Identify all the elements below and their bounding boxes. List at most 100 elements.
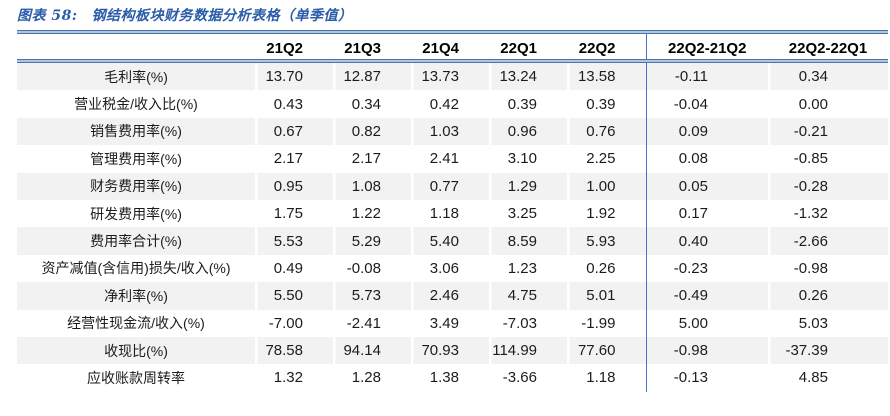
cell-value: 12.87 [333, 63, 411, 91]
header-row: 21Q2 21Q3 21Q4 22Q1 22Q2 22Q2-21Q2 22Q2-… [17, 34, 888, 63]
cell-value: -2.66 [768, 227, 888, 255]
cell-value: 3.10 [489, 145, 567, 172]
cell-value: 5.01 [567, 282, 646, 310]
cell-value: 13.58 [567, 63, 646, 91]
cell-value: 4.75 [489, 282, 567, 310]
column-header-21q4: 21Q4 [422, 40, 459, 57]
row-label: 净利率(%) [17, 282, 255, 310]
cell-value: 4.85 [768, 364, 888, 391]
cell-value: 0.40 [645, 227, 768, 255]
cell-value: 1.00 [567, 172, 646, 200]
column-header-21q2: 21Q2 [266, 40, 303, 57]
row-label: 收现比(%) [17, 336, 255, 365]
cell-value: -0.98 [768, 255, 888, 282]
cell-value: -0.85 [768, 145, 888, 172]
cell-value: 0.67 [255, 117, 333, 146]
cell-value: 0.34 [333, 90, 411, 117]
cell-value: -0.28 [768, 172, 888, 200]
cell-value: -0.08 [333, 255, 411, 282]
cell-value: 0.77 [411, 172, 489, 200]
cell-value: 0.95 [255, 172, 333, 200]
cell-value: 3.49 [411, 310, 489, 337]
cell-value: 70.93 [411, 336, 489, 365]
cell-value: -3.66 [489, 364, 567, 391]
cell-value: -0.21 [768, 117, 888, 146]
cell-value: -0.11 [645, 63, 768, 91]
header-bottom-rule [17, 59, 888, 63]
row-label: 财务费用率(%) [17, 172, 255, 200]
cell-value: 3.06 [411, 255, 489, 282]
cell-value: 0.34 [768, 63, 888, 91]
cell-value: 1.38 [411, 364, 489, 391]
cell-value: 8.59 [489, 227, 567, 255]
cell-value: -0.23 [645, 254, 768, 283]
cell-value: 2.46 [411, 282, 489, 310]
table-row: 经营性现金流/收入(%) -7.00 -2.41 3.49 -7.03 -1.99 5.00… [17, 309, 888, 337]
table-row: 收现比(%) 78.58 94.14 70.93 114.99 77.60 -0.98 -37… [17, 336, 888, 365]
cell-value: 5.00 [645, 309, 768, 337]
table-row: 应收账款周转率 1.32 1.28 1.38 -3.66 1.18 -0.13 4.85 [17, 364, 888, 392]
cell-value: 0.39 [567, 90, 646, 117]
cell-value: 5.03 [768, 310, 888, 337]
cell-value: 78.58 [255, 336, 333, 365]
figure-title-text: 钢结构板块财务数据分析表格（单季值） [91, 8, 353, 24]
cell-value: 1.08 [333, 172, 411, 200]
cell-value: 13.73 [411, 63, 489, 91]
row-label: 经营性现金流/收入(%) [67, 315, 205, 332]
cell-value: 5.40 [411, 227, 489, 255]
table-row: 毛利率(%) 13.70 12.87 13.73 13.24 13.58 -0.11 0.34 [17, 63, 888, 91]
cell-value: 1.28 [333, 364, 411, 391]
cell-value: 0.09 [645, 117, 768, 146]
table-top-rule [17, 30, 888, 34]
cell-value: 3.25 [489, 200, 567, 227]
cell-value: 2.17 [333, 145, 411, 172]
row-label: 资产减值(含信用)损失/收入(%) [41, 260, 231, 277]
cell-value: 1.29 [489, 172, 567, 200]
cell-value: -2.41 [333, 310, 411, 337]
cell-value: -0.13 [645, 364, 768, 392]
row-label: 研发费用率(%) [90, 205, 182, 222]
table-row: 净利率(%) 5.50 5.73 2.46 4.75 5.01 -0.49 0.26 [17, 282, 888, 310]
row-label: 费用率合计(%) [17, 227, 255, 255]
cell-value: 0.17 [645, 199, 768, 228]
cell-value: 1.22 [333, 200, 411, 227]
cell-value: 1.32 [255, 364, 333, 391]
cell-value: 13.24 [489, 63, 567, 91]
figure-number: 图表 58: [17, 8, 78, 24]
cell-value: 0.39 [489, 90, 567, 117]
cell-value: 0.26 [768, 282, 888, 310]
column-header-22q1: 22Q1 [500, 40, 537, 57]
table-row: 资产减值(含信用)损失/收入(%) 0.49 -0.08 3.06 1.23 0.26 -0… [17, 254, 888, 283]
cell-value: 1.18 [567, 364, 646, 391]
table-header: 21Q2 21Q3 21Q4 22Q1 22Q2 22Q2-21Q2 22Q2-… [17, 34, 888, 63]
figure-title: 图表 58: 钢结构板块财务数据分析表格（单季值） [17, 5, 353, 25]
table-row: 销售费用率(%) 0.67 0.82 1.03 0.96 0.76 0.09 -0.21 [17, 117, 888, 146]
cell-value: 1.18 [411, 200, 489, 227]
cell-value: 0.05 [645, 172, 768, 200]
row-label: 毛利率(%) [17, 63, 255, 91]
cell-value: 2.17 [255, 145, 333, 172]
cell-value: 0.76 [567, 117, 646, 146]
cell-value: -0.04 [645, 90, 768, 118]
row-label: 管理费用率(%) [90, 150, 182, 167]
column-header-22q2-minus-22q1: 22Q2-22Q1 [788, 40, 868, 57]
cell-value: 94.14 [333, 336, 411, 365]
financial-data-table: 21Q2 21Q3 21Q4 22Q1 22Q2 22Q2-21Q2 22Q2-… [17, 34, 888, 392]
cell-value: 1.03 [411, 117, 489, 146]
cell-value: 0.82 [333, 117, 411, 146]
row-label: 营业税金/收入比(%) [74, 96, 198, 113]
cell-value: 0.08 [645, 145, 768, 173]
table-row: 管理费用率(%) 2.17 2.17 2.41 3.10 2.25 0.08 -0.85 [17, 145, 888, 173]
cell-value: 0.43 [255, 90, 333, 117]
table-body: 毛利率(%) 13.70 12.87 13.73 13.24 13.58 -0.11 0.34… [17, 63, 888, 392]
cell-value: 5.53 [255, 227, 333, 255]
table-row: 营业税金/收入比(%) 0.43 0.34 0.42 0.39 0.39 -0.04 0.00 [17, 90, 888, 118]
cell-value: 1.23 [489, 255, 567, 282]
column-header-21q3: 21Q3 [344, 40, 381, 57]
cell-value: 0.00 [768, 90, 888, 117]
cell-value: -0.49 [645, 282, 768, 310]
cell-value: -1.32 [768, 200, 888, 227]
cell-value: 13.70 [255, 63, 333, 91]
cell-value: 114.99 [489, 336, 567, 365]
